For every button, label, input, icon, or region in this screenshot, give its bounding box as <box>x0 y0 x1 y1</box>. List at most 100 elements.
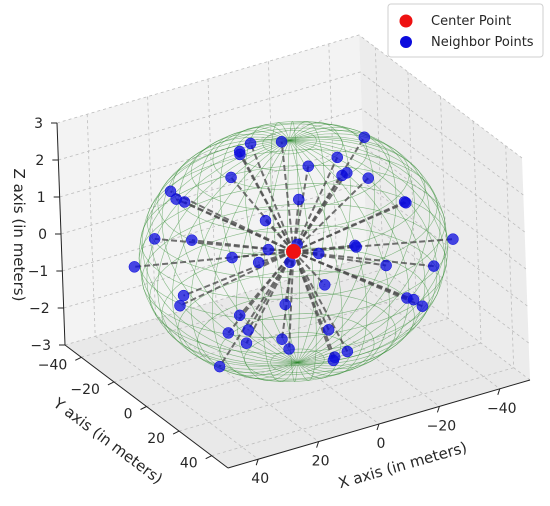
grid-line-z <box>62 182 528 307</box>
wireframe-meridian <box>289 140 426 367</box>
grid-line-x <box>147 96 319 442</box>
z-tick-label: 3 <box>34 116 43 132</box>
neighbor-point <box>170 193 182 205</box>
z-tick-label: −1 <box>28 264 49 280</box>
neighbor-point <box>400 197 412 209</box>
z-tick-label: −2 <box>29 301 50 317</box>
neighbor-link <box>238 151 295 252</box>
y-tick <box>172 430 180 435</box>
wireframe-meridian <box>149 138 298 363</box>
neighbor-point <box>259 214 272 227</box>
wireframe-ellipsoid <box>138 120 449 383</box>
z-axis-label: Z axis (in meters) <box>10 169 28 302</box>
wireframe-meridian <box>190 140 298 377</box>
neighbor-link <box>249 143 295 252</box>
grid-line-y <box>113 71 417 383</box>
z-tick-label: −3 <box>30 338 51 354</box>
neighbor-point <box>279 298 291 311</box>
neighbor-link <box>230 176 295 253</box>
wireframe-meridian <box>289 124 375 363</box>
y-tick-label: 20 <box>147 431 165 447</box>
grid-line-z <box>56 34 523 159</box>
neighbor-link <box>292 251 335 361</box>
neighbor-link <box>218 250 295 368</box>
neighbor-point <box>222 327 235 339</box>
y-tick <box>205 455 212 460</box>
wireframe-meridian <box>289 140 368 376</box>
neighbor-link <box>292 250 326 286</box>
y-tick <box>75 356 82 361</box>
neighbor-point <box>428 260 440 272</box>
wireframe-meridian <box>289 139 449 363</box>
x-tick-label: 40 <box>251 471 269 487</box>
wireframe-meridian <box>157 140 298 370</box>
neighbor-link <box>288 251 295 349</box>
neighbor-point <box>233 145 246 158</box>
wireframe-meridian <box>244 124 298 363</box>
y-tick <box>140 406 147 410</box>
neighbor-links <box>134 136 454 368</box>
neighbor-point <box>233 309 246 322</box>
grid-line-z <box>58 71 524 196</box>
neighbor-link <box>170 190 294 253</box>
neighbor-link <box>293 201 406 253</box>
y-tick <box>107 381 115 386</box>
wireframe-meridian <box>289 140 446 363</box>
neighbor-point <box>322 324 335 336</box>
x-axis-label: X axis (in meters) <box>336 438 469 492</box>
neighbor-point <box>318 279 331 291</box>
y-tick-label: −20 <box>70 382 100 398</box>
neighbor-point <box>401 292 413 304</box>
z-tick-label: 2 <box>35 153 44 169</box>
wireframe-meridian <box>289 138 447 363</box>
neighbor-point <box>328 351 341 363</box>
wireframe-meridian <box>197 130 298 363</box>
legend: Center Point Neighbor Points <box>387 3 544 58</box>
grid-line-z <box>63 219 529 344</box>
wireframe-meridian <box>289 121 300 363</box>
legend-marker-neighbors <box>400 36 412 48</box>
y-tick-label: 0 <box>124 407 133 423</box>
neighbor-link <box>292 251 349 352</box>
neighbor-point <box>240 337 253 349</box>
grid-line-z <box>64 256 531 381</box>
wireframe-meridian <box>177 133 298 363</box>
wireframe-meridian <box>289 122 351 363</box>
x-tick-label: −40 <box>487 401 517 417</box>
grid-lines <box>56 34 531 460</box>
neighbor-point <box>349 239 361 252</box>
neighbor-point <box>362 172 374 184</box>
x-tick <box>436 406 440 413</box>
neighbor-link <box>292 172 348 253</box>
neighbor-point <box>380 259 392 272</box>
neighbor-point <box>244 137 257 150</box>
y-tick-label: −40 <box>38 357 68 373</box>
neighbor-point <box>252 256 265 269</box>
wireframe-meridian <box>289 133 430 363</box>
wireframe-meridian <box>287 140 298 382</box>
neighbor-link <box>183 250 294 297</box>
neighbor-point <box>226 251 238 264</box>
legend-label-neighbors: Neighbor Points <box>431 35 534 50</box>
neighbor-point <box>186 234 198 246</box>
x-tick-label: 20 <box>312 454 330 470</box>
wireframe-meridian <box>289 126 397 363</box>
neighbor-point <box>275 136 288 148</box>
x-tick <box>255 459 259 466</box>
neighbor-point <box>283 343 295 355</box>
neighbor-link <box>292 156 339 252</box>
neighbor-point <box>358 131 371 144</box>
neighbor-link <box>293 250 423 308</box>
x-tick-label: −20 <box>427 418 457 434</box>
neighbor-point <box>164 185 177 198</box>
neighbor-point <box>225 171 237 184</box>
x-tick-label: 0 <box>377 436 386 452</box>
legend-marker-center <box>399 14 413 28</box>
neighbor-point <box>128 261 141 273</box>
grid-line-z <box>60 145 527 270</box>
wireframe-meridian <box>141 140 298 363</box>
neighbor-point <box>331 151 344 164</box>
neighbor-point <box>213 360 226 373</box>
